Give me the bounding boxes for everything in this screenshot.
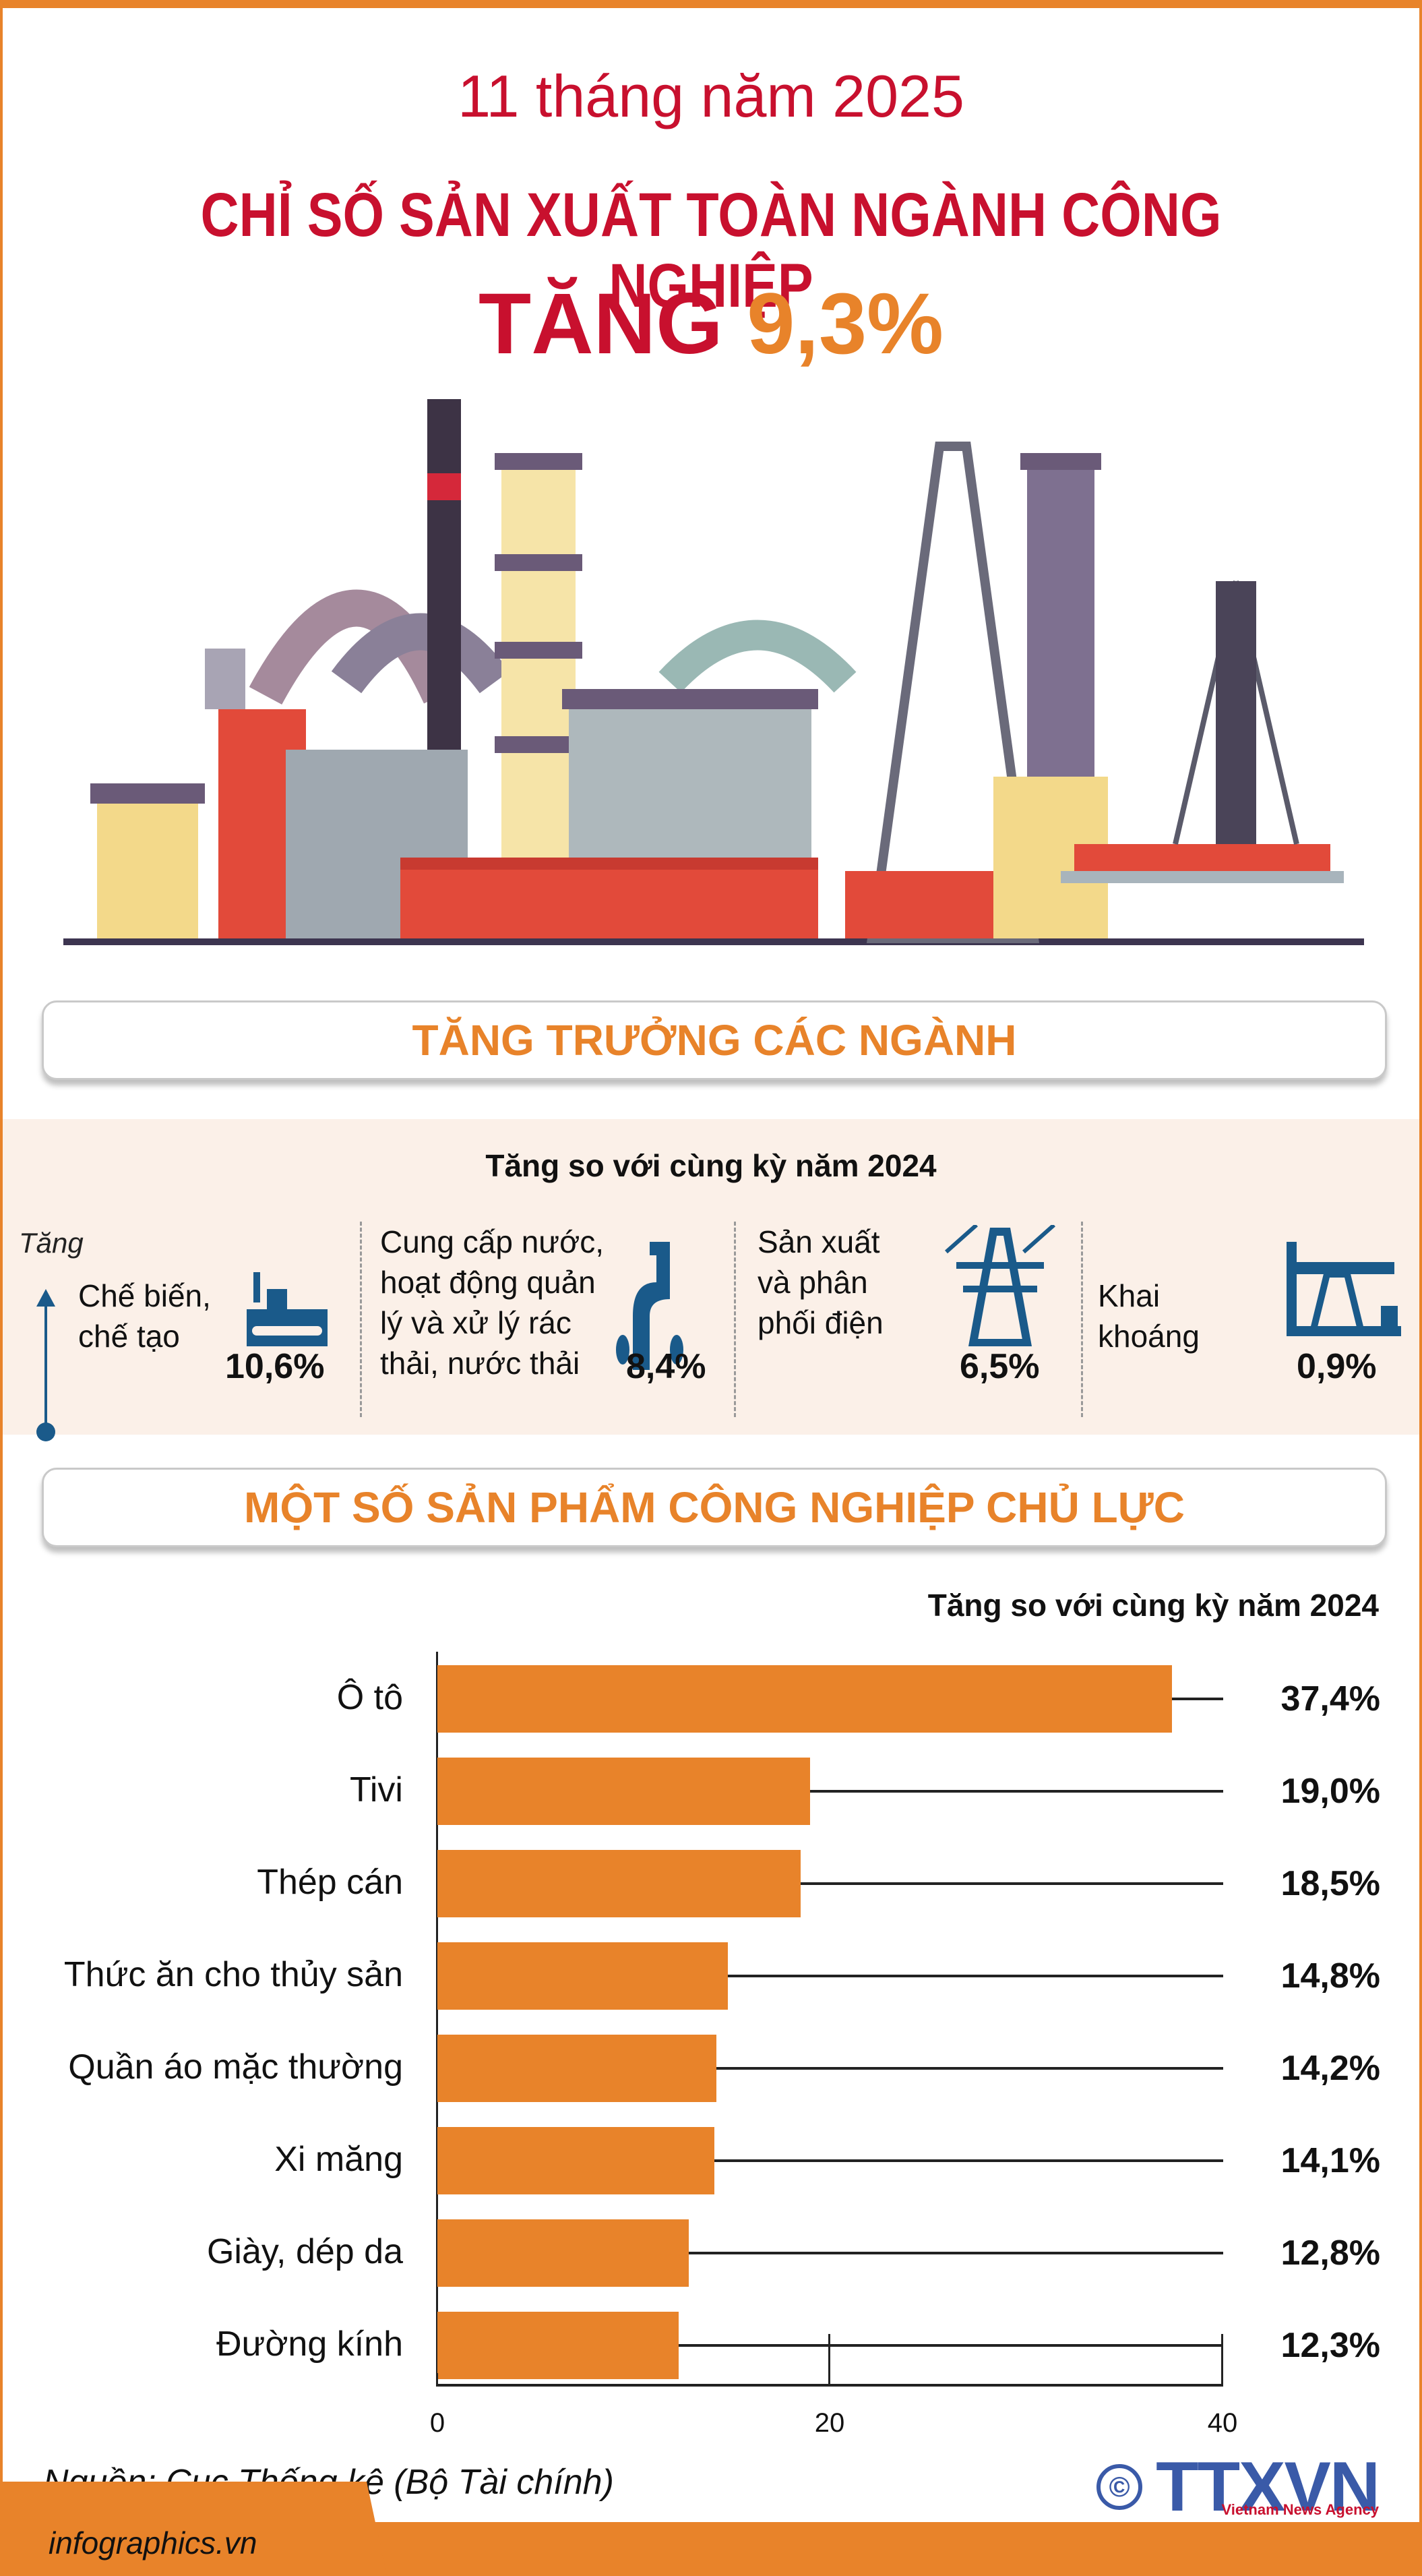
logo-subtitle: Vietnam News Agency xyxy=(1221,2501,1379,2518)
sector-label-water-waste: Cung cấp nước, hoạt động quản lý và xử l… xyxy=(380,1224,605,1381)
bar xyxy=(437,2219,689,2287)
bar-value: 14,8% xyxy=(1280,1956,1380,1996)
x-tick xyxy=(828,2334,830,2387)
bar xyxy=(437,2035,716,2102)
copyright-icon: © xyxy=(1096,2464,1143,2510)
bar-row: Tivi 19,0% xyxy=(3,1758,1419,1825)
bar-category: Thức ăn cho thủy sản xyxy=(63,1955,403,1994)
bar-value: 14,2% xyxy=(1280,2049,1380,2088)
power-tower-icon xyxy=(945,1225,1055,1346)
bar-value: 37,4% xyxy=(1280,1679,1380,1718)
bar xyxy=(437,1665,1172,1733)
logo-text: TTXVN Vietnam News Agency xyxy=(1156,2452,1380,2522)
bar-category: Quần áo mặc thường xyxy=(68,2047,403,2087)
headline-value: 9,3% xyxy=(747,276,944,372)
x-tick-label: 40 xyxy=(1207,2408,1238,2438)
bar-category: Ô tô xyxy=(336,1678,403,1717)
leader-line xyxy=(714,2159,1223,2162)
ttxvn-logo: © TTXVN Vietnam News Agency xyxy=(1096,2452,1380,2522)
bar xyxy=(437,1942,728,2010)
headline: TĂNG 9,3% xyxy=(3,274,1419,373)
sector-growth-banner: TĂNG TRƯỞNG CÁC NGÀNH xyxy=(42,1000,1387,1080)
x-tick-label: 20 xyxy=(814,2408,845,2438)
sector-label-electricity: Sản xuất và phân phối điện xyxy=(758,1224,884,1340)
divider xyxy=(734,1222,736,1417)
divider xyxy=(360,1222,362,1417)
industrial-plant-illustration xyxy=(63,399,1364,945)
axis-dot-icon xyxy=(36,1422,55,1441)
sector-panel xyxy=(3,1119,1419,1435)
headline-prefix: TĂNG xyxy=(478,276,723,372)
sector-value-manufacturing: 10,6% xyxy=(225,1347,325,1386)
divider xyxy=(1081,1222,1083,1417)
x-tick xyxy=(1221,2334,1223,2387)
bar-category: Giày, dép da xyxy=(206,2232,403,2271)
sector-heading: Tăng so với cùng kỳ năm 2024 xyxy=(485,1148,937,1183)
leader-line xyxy=(679,2344,1223,2347)
leader-line xyxy=(801,1882,1223,1885)
oil-pump-icon xyxy=(1287,1242,1401,1336)
bar-row: Quần áo mặc thường 14,2% xyxy=(3,2035,1419,2102)
bar-category: Đường kính xyxy=(216,2325,403,2364)
bar-value: 12,8% xyxy=(1280,2234,1380,2273)
bar xyxy=(437,1758,810,1825)
increase-axis-label: Tăng xyxy=(19,1227,84,1259)
leader-line xyxy=(728,1975,1223,1977)
site-link[interactable]: infographics.vn xyxy=(49,2525,257,2560)
subtitle: 11 tháng năm 2025 xyxy=(458,63,964,129)
bar-value: 19,0% xyxy=(1280,1772,1380,1811)
sector-value-mining: 0,9% xyxy=(1297,1347,1377,1386)
leader-line xyxy=(716,2067,1223,2070)
sector-value-electricity: 6,5% xyxy=(960,1347,1040,1386)
main-title: CHỈ SỐ SẢN XUẤT TOÀN NGÀNH CÔNG NGHIỆP xyxy=(200,181,1222,320)
bar xyxy=(437,2127,714,2194)
bar-category: Thép cán xyxy=(257,1863,403,1902)
x-tick xyxy=(436,2373,438,2387)
sector-label-mining: Khai khoáng xyxy=(1098,1278,1200,1354)
chart-subtitle: Tăng so với cùng kỳ năm 2024 xyxy=(927,1588,1379,1623)
bar-category: Tivi xyxy=(350,1770,403,1809)
bar-category: Xi măng xyxy=(274,2140,403,2179)
key-products-banner: MỘT SỐ SẢN PHẨM CÔNG NGHIỆP CHỦ LỰC xyxy=(42,1468,1387,1547)
bar-value: 14,1% xyxy=(1280,2141,1380,2180)
factory-icon xyxy=(247,1272,328,1346)
chart-y-axis xyxy=(436,1652,438,2385)
bar xyxy=(437,1850,801,1917)
leader-line xyxy=(689,2252,1223,2254)
bar xyxy=(437,2312,679,2379)
water-tap-icon xyxy=(616,1242,683,1370)
bar-row: Thức ăn cho thủy sản 14,8% xyxy=(3,1942,1419,2010)
bar-row: Giày, dép da 12,8% xyxy=(3,2219,1419,2287)
bar-row: Đường kính 12,3% xyxy=(3,2312,1419,2379)
bar-row: Thép cán 18,5% xyxy=(3,1850,1419,1917)
leader-line xyxy=(810,1790,1223,1793)
footer-tab xyxy=(3,2482,387,2576)
arrow-up-icon xyxy=(36,1289,55,1432)
x-tick-label: 0 xyxy=(429,2408,445,2438)
sector-label-manufacturing: Chế biến, chế tạo xyxy=(78,1278,211,1354)
leader-line xyxy=(1172,1698,1223,1700)
bar-row: Xi măng 14,1% xyxy=(3,2127,1419,2194)
sector-value-water-waste: 8,4% xyxy=(626,1347,706,1386)
bar-value: 12,3% xyxy=(1280,2326,1380,2365)
bar-value: 18,5% xyxy=(1280,1864,1380,1903)
bar-row: Ô tô 37,4% xyxy=(3,1665,1419,1733)
